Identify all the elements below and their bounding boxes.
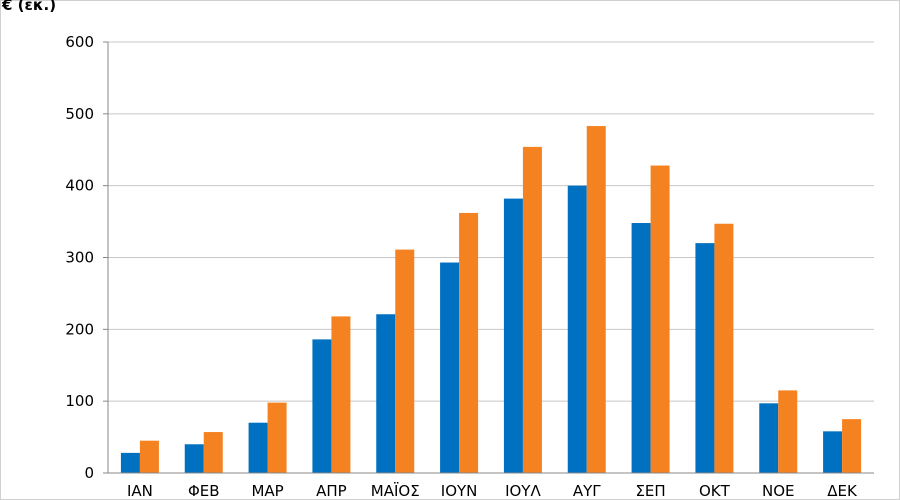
bar-2-12 xyxy=(842,419,862,473)
bar-1-10 xyxy=(695,243,715,473)
gridlines xyxy=(108,41,874,402)
bar-2-6 xyxy=(459,212,479,474)
y-tick-label: 0 xyxy=(84,464,94,482)
bar-1-3 xyxy=(248,422,268,473)
bar-2-11 xyxy=(778,390,798,473)
x-tick-label: ΟΚΤ xyxy=(699,482,731,500)
bar-2-5 xyxy=(395,249,415,473)
y-tick-label: 100 xyxy=(65,392,94,410)
bar-2-3 xyxy=(267,402,287,473)
bar-2-7 xyxy=(522,146,542,474)
y-tick-label: 400 xyxy=(65,177,94,195)
x-tick-label: ΔΕΚ xyxy=(827,482,858,500)
bar-2-4 xyxy=(331,316,351,473)
bar-1-6 xyxy=(440,262,460,473)
bar-2-9 xyxy=(650,165,670,473)
bar-1-12 xyxy=(823,431,843,473)
bar-2-2 xyxy=(203,432,223,473)
x-tick-label: ΑΥΓ xyxy=(573,482,601,500)
x-tick-label: ΙΟΥΛ xyxy=(505,482,541,500)
bar-2-1 xyxy=(139,440,159,473)
x-tick-label: ΜΑΡ xyxy=(251,482,283,500)
x-axis-ticks: ΙΑΝ ΦΕΒ ΜΑΡ ΑΠΡ ΜΑΪΟΣ ΙΟΥΝ ΙΟΥΛ ΑΥΓ ΣΕΠ ΟΚΤ ΝΟΕ ΔΕΚ xyxy=(127,481,858,500)
bar-2-10 xyxy=(714,223,734,473)
y-tick-label: 300 xyxy=(65,249,94,267)
x-tick-label: ΑΠΡ xyxy=(316,482,347,500)
bars xyxy=(120,126,862,474)
y-tick-label: 200 xyxy=(65,320,94,338)
x-tick-label: ΙΑΝ xyxy=(127,482,153,500)
bar-1-8 xyxy=(567,185,587,473)
x-tick-label: ΙΟΥΝ xyxy=(441,482,478,500)
y-axis-ticks: 0 100 200 300 400 500 600 xyxy=(65,33,108,482)
bar-1-2 xyxy=(184,444,204,473)
bar-2-8 xyxy=(586,126,606,474)
x-tick-label: ΣΕΠ xyxy=(635,482,665,500)
bar-1-11 xyxy=(759,403,779,473)
x-tick-label: ΝΟΕ xyxy=(762,482,795,500)
x-tick-label: ΜΑΪΟΣ xyxy=(371,481,420,500)
x-tick-label: ΦΕΒ xyxy=(188,482,220,500)
bar-1-1 xyxy=(120,452,140,473)
bar-1-5 xyxy=(376,314,396,473)
y-axis-unit-label: € (εκ.) xyxy=(1,0,56,14)
bar-1-9 xyxy=(631,223,651,473)
y-tick-label: 500 xyxy=(65,105,94,123)
y-tick-label: 600 xyxy=(65,33,94,51)
bar-1-7 xyxy=(503,198,523,473)
bar-1-4 xyxy=(312,339,332,473)
